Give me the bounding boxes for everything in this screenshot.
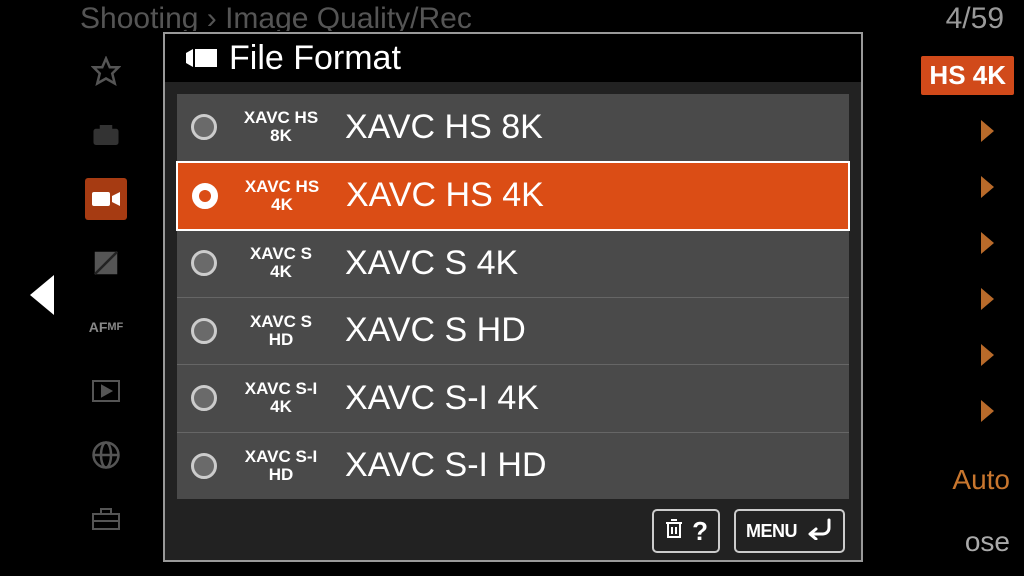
chevron-right-icon <box>981 288 994 310</box>
chevron-right-icon <box>981 176 994 198</box>
radio-icon <box>191 385 217 411</box>
chevron-right-icon <box>981 232 994 254</box>
option-short-label: XAVC S-I HD <box>231 448 331 484</box>
option-row[interactable]: XAVC HS 8K XAVC HS 8K <box>177 94 849 162</box>
radio-icon <box>191 250 217 276</box>
option-label: XAVC HS 4K <box>346 176 544 215</box>
chevron-right-icon <box>981 400 994 422</box>
help-button[interactable]: ? <box>652 509 720 553</box>
option-row[interactable]: XAVC HS 4K XAVC HS 4K <box>176 161 850 232</box>
af-mf-icon: AFMF <box>85 306 127 348</box>
dialog-title-bar: File Format <box>165 34 861 82</box>
auto-text: Auto <box>952 464 1010 496</box>
chevron-right-icon <box>981 344 994 366</box>
camera-icon <box>85 114 127 156</box>
option-label: XAVC HS 8K <box>345 108 543 147</box>
options-list: XAVC HS 8KXAVC HS 8KXAVC HS 4KXAVC HS 4K… <box>177 94 849 499</box>
option-label: XAVC S-I 4K <box>345 379 539 418</box>
menu-label: MENU <box>746 521 797 542</box>
option-short-label: XAVC S 4K <box>231 245 331 281</box>
dialog-title-text: File Format <box>229 39 401 78</box>
video-film-icon <box>185 45 221 71</box>
video-icon <box>85 178 127 220</box>
radio-icon <box>192 183 218 209</box>
menu-back-button[interactable]: MENU <box>734 509 845 553</box>
option-row[interactable]: XAVC S-I HD XAVC S-I HD <box>177 433 849 500</box>
option-row[interactable]: XAVC S HD XAVC S HD <box>177 298 849 366</box>
globe-icon <box>85 434 127 476</box>
radio-icon <box>191 114 217 140</box>
back-arrow-icon <box>805 516 833 546</box>
radio-icon <box>191 453 217 479</box>
option-short-label: XAVC S-I 4K <box>231 380 331 416</box>
option-short-label: XAVC S HD <box>231 313 331 349</box>
option-label: XAVC S 4K <box>345 244 518 283</box>
submenu-arrows <box>981 120 994 422</box>
help-label: ? <box>692 516 708 547</box>
partial-text: ose <box>965 526 1010 558</box>
page-indicator: 4/59 <box>946 2 1004 36</box>
exposure-icon <box>85 242 127 284</box>
breadcrumb: Shooting › Image Quality/Rec <box>80 2 472 36</box>
trash-icon <box>664 517 684 545</box>
current-format-badge: HS 4K <box>921 56 1014 95</box>
file-format-dialog: File Format XAVC HS 8KXAVC HS 8KXAVC HS … <box>163 32 863 562</box>
sidebar: AFMF <box>76 50 136 540</box>
chevron-right-icon <box>981 120 994 142</box>
option-short-label: XAVC HS 4K <box>232 178 332 214</box>
radio-icon <box>191 318 217 344</box>
dialog-footer: ? MENU <box>165 502 861 560</box>
option-row[interactable]: XAVC S-I 4K XAVC S-I 4K <box>177 365 849 433</box>
option-short-label: XAVC HS 8K <box>231 109 331 145</box>
left-arrow-icon[interactable] <box>30 275 54 315</box>
option-label: XAVC S HD <box>345 311 526 350</box>
option-label: XAVC S-I HD <box>345 446 547 485</box>
toolbox-icon <box>85 498 127 540</box>
playback-icon <box>85 370 127 412</box>
star-icon <box>85 50 127 92</box>
option-row[interactable]: XAVC S 4K XAVC S 4K <box>177 230 849 298</box>
